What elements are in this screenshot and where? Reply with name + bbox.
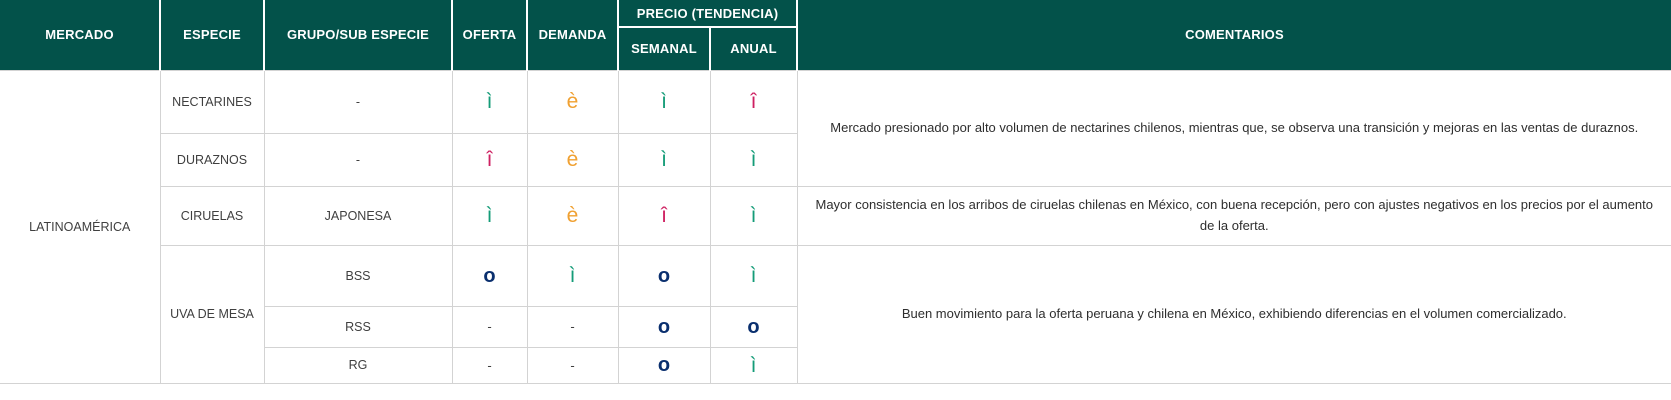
especie-cell: UVA DE MESA	[159, 244, 265, 384]
header-oferta: OFERTA	[452, 0, 528, 70]
demanda-trend-cell: è	[526, 185, 619, 246]
oferta-trend-cell: -	[451, 346, 528, 384]
oferta-trend-cell: ì	[451, 185, 528, 246]
semanal-trend-cell: ì	[617, 132, 711, 187]
semanal-trend-cell: ì	[617, 69, 711, 134]
oferta-trend-cell: o	[451, 244, 528, 307]
semanal-trend-cell: o	[617, 305, 711, 348]
grupo-cell: BSS	[263, 244, 453, 307]
grupo-cell: -	[263, 69, 453, 134]
demanda-trend-cell: ì	[526, 244, 619, 307]
grupo-cell: RG	[263, 346, 453, 384]
anual-trend-cell: ì	[709, 346, 798, 384]
anual-trend-cell: o	[709, 305, 798, 348]
header-demanda: DEMANDA	[527, 0, 619, 70]
market-trend-table: MERCADO ESPECIE GRUPO/SUB ESPECIE OFERTA…	[0, 0, 1671, 384]
anual-trend-cell: î	[709, 69, 798, 134]
especie-cell: NECTARINES	[159, 69, 265, 134]
oferta-trend-cell: î	[451, 132, 528, 187]
header-precio-tendencia: PRECIO (TENDENCIA)	[618, 0, 798, 28]
especie-cell: DURAZNOS	[159, 132, 265, 187]
oferta-trend-cell: -	[451, 305, 528, 348]
demanda-trend-cell: -	[526, 305, 619, 348]
header-especie: ESPECIE	[160, 0, 265, 70]
mercado-cell: LATINOAMÉRICA	[0, 69, 161, 384]
header-mercado: MERCADO	[0, 0, 161, 70]
especie-cell: CIRUELAS	[159, 185, 265, 246]
grupo-cell: JAPONESA	[263, 185, 453, 246]
anual-trend-cell: ì	[709, 244, 798, 307]
demanda-trend-cell: -	[526, 346, 619, 384]
comment-cell: Mercado presionado por alto volumen de n…	[796, 69, 1671, 187]
header-semanal: SEMANAL	[618, 27, 711, 70]
demanda-trend-cell: è	[526, 69, 619, 134]
oferta-trend-cell: ì	[451, 69, 528, 134]
demanda-trend-cell: è	[526, 132, 619, 187]
table-row: RG - - o ì	[0, 346, 1671, 384]
comment-cell: Mayor consistencia en los arribos de cir…	[796, 185, 1671, 246]
grupo-cell: RSS	[263, 305, 453, 348]
header-grupo-sub-especie: GRUPO/SUB ESPECIE	[264, 0, 453, 70]
table-row: DURAZNOS - î è ì ì	[0, 132, 1671, 187]
table-row: UVA DE MESA BSS o ì o ì Buen movimiento …	[0, 244, 1671, 384]
table-row: CIRUELAS JAPONESA ì è î ì Mayor consiste…	[0, 185, 1671, 246]
table-row: LATINOAMÉRICA NECTARINES - ì è ì î Merca…	[0, 69, 1671, 384]
header-comentarios: COMENTARIOS	[797, 0, 1671, 70]
semanal-trend-cell: o	[617, 244, 711, 307]
anual-trend-cell: ì	[709, 185, 798, 246]
grupo-cell: -	[263, 132, 453, 187]
header-anual: ANUAL	[710, 27, 798, 70]
anual-trend-cell: ì	[709, 132, 798, 187]
comment-cell: Buen movimiento para la oferta peruana y…	[796, 244, 1671, 384]
semanal-trend-cell: î	[617, 185, 711, 246]
semanal-trend-cell: o	[617, 346, 711, 384]
